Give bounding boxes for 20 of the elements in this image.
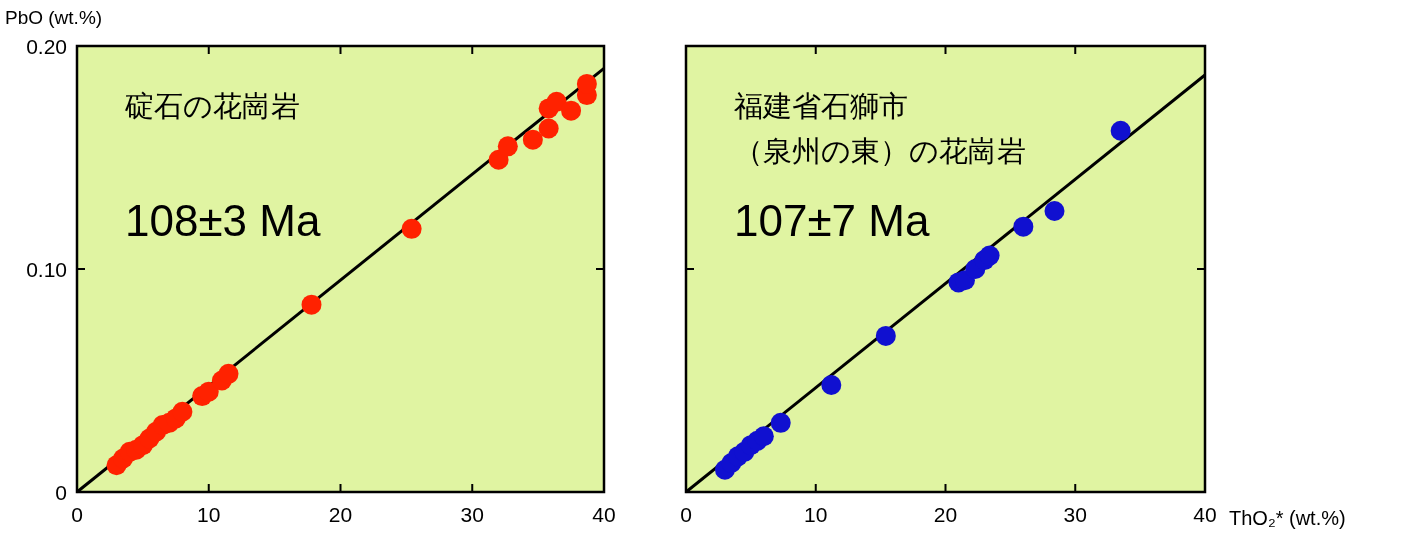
x-tick-label: 0	[680, 503, 692, 526]
x-axis-title: ThO₂* (wt.%)	[1229, 507, 1346, 529]
y-tick-label: 0.20	[26, 35, 67, 58]
x-tick-label: 10	[804, 503, 828, 526]
annotation: （泉州の東）の花崗岩	[734, 135, 1026, 167]
x-tick-label: 20	[328, 503, 353, 526]
x-tick-label: 0	[71, 503, 83, 526]
annotation: 108±3 Ma	[125, 196, 321, 245]
x-tick-label: 40	[1193, 503, 1217, 526]
x-tick-label: 30	[1063, 503, 1087, 526]
y-axis-title: PbO (wt.%)	[5, 7, 103, 28]
annotation: 福建省石獅市	[734, 90, 908, 122]
y-tick-label: 0.10	[26, 258, 67, 281]
x-tick-label: 40	[592, 503, 616, 526]
x-tick-label: 30	[460, 503, 484, 526]
x-tick-label: 10	[197, 503, 221, 526]
y-tick-label: 0	[55, 481, 67, 504]
x-tick-label: 20	[933, 503, 958, 526]
annotation: 碇石の花崗岩	[124, 90, 300, 122]
annotation: 107±7 Ma	[734, 196, 930, 245]
